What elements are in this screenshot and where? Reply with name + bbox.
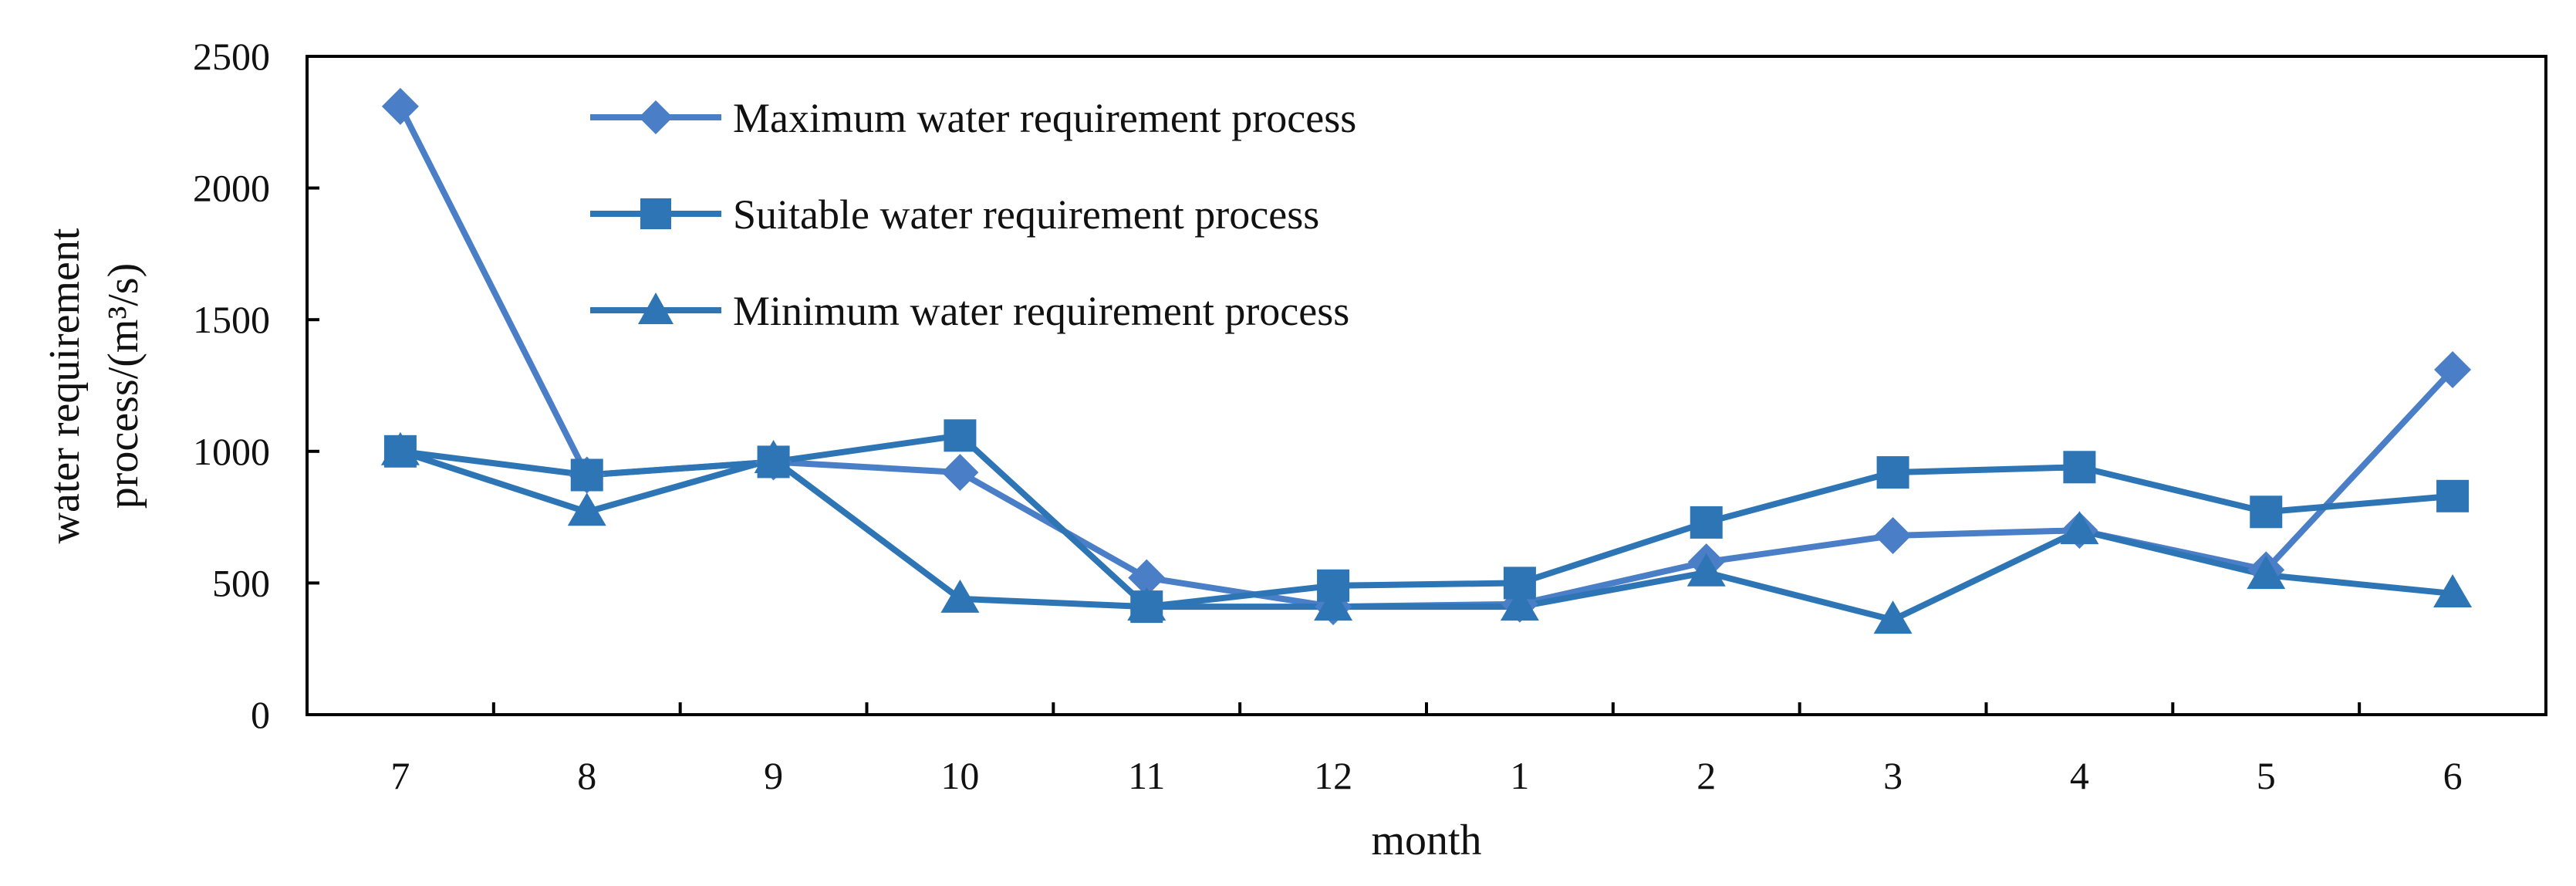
- series-line-suitable: [400, 432, 2453, 610]
- data-point-minimum: [2060, 511, 2099, 545]
- data-point-minimum: [940, 579, 980, 613]
- legend-square-marker: [640, 198, 671, 229]
- data-point-minimum: [754, 440, 793, 474]
- plot-area-frame: [306, 55, 2547, 716]
- data-point-suitable: [2436, 479, 2470, 512]
- legend-item-maximum: Maximum water requirement process: [590, 95, 1356, 141]
- y-axis-title: water requirement process/(m³/s): [41, 228, 147, 543]
- series-lines: [397, 105, 2456, 624]
- legend-item-suitable: Suitable water requirement process: [590, 191, 1319, 238]
- y-tick-label: 500: [212, 561, 270, 604]
- y-tick-label: 0: [251, 693, 270, 736]
- data-point-minimum: [1314, 587, 1353, 621]
- x-axis-ticks: [491, 702, 2362, 715]
- data-point-maximum: [2434, 351, 2472, 389]
- legend-triangle-marker: [638, 293, 674, 324]
- y-axis-tick-labels: 0 500 1000 1500 2000 2500: [193, 35, 270, 736]
- legend-diamond-marker: [639, 100, 673, 134]
- data-point-minimum: [1686, 553, 1726, 587]
- y-axis-title-line-1: water requirement: [41, 228, 89, 543]
- y-axis-ticks: [307, 55, 319, 716]
- legend-label-suitable: Suitable water requirement process: [733, 191, 1319, 238]
- series-line-minimum: [399, 448, 2453, 624]
- data-point-minimum: [2433, 574, 2473, 608]
- x-tick-label: 7: [390, 754, 410, 797]
- x-tick-label: 11: [1128, 754, 1165, 797]
- data-point-minimum: [2247, 556, 2286, 590]
- x-tick-label: 5: [2257, 754, 2276, 797]
- x-tick-label: 1: [1510, 754, 1529, 797]
- data-point-suitable: [1690, 506, 1723, 539]
- series-line-maximum: [397, 105, 2456, 610]
- legend-label-maximum: Maximum water requirement process: [733, 95, 1356, 141]
- data-point-suitable: [570, 458, 603, 492]
- x-tick-label: 10: [940, 754, 979, 797]
- x-axis-tick-labels: 7 8 9 10 11 12 1 2 3 4 5 6: [390, 754, 2462, 797]
- data-point-suitable: [2063, 451, 2096, 484]
- x-tick-label: 3: [1883, 754, 1902, 797]
- data-point-suitable: [2250, 495, 2283, 529]
- x-tick-label: 9: [764, 754, 783, 797]
- y-tick-label: 1000: [193, 430, 270, 473]
- data-point-maximum: [941, 454, 979, 492]
- data-point-maximum: [1874, 516, 1912, 554]
- y-tick-label: 2500: [193, 35, 270, 78]
- x-tick-label: 12: [1314, 754, 1352, 797]
- y-tick-label: 1500: [193, 298, 270, 341]
- data-point-maximum: [1128, 559, 1166, 597]
- x-tick-label: 8: [577, 754, 596, 797]
- data-point-suitable: [1876, 456, 1909, 489]
- data-point-minimum: [1500, 587, 1539, 621]
- y-tick-label: 2000: [193, 167, 270, 210]
- y-axis-title-line-2: process/(m³/s): [100, 263, 147, 509]
- x-axis-title: month: [1371, 817, 1481, 864]
- series-markers: [380, 87, 2473, 634]
- legend-item-minimum: Minimum water requirement process: [590, 288, 1349, 334]
- x-tick-label: 4: [2070, 754, 2089, 797]
- data-point-minimum: [1127, 587, 1166, 621]
- legend-label-minimum: Minimum water requirement process: [733, 288, 1349, 334]
- data-point-maximum: [381, 87, 419, 125]
- data-point-minimum: [380, 431, 420, 465]
- legend: Maximum water requirement process Suitab…: [590, 95, 1356, 334]
- data-point-minimum: [1873, 600, 1913, 634]
- x-tick-label: 6: [2443, 754, 2463, 797]
- data-point-suitable: [944, 419, 977, 452]
- data-point-minimum: [567, 492, 606, 526]
- x-tick-label: 2: [1697, 754, 1716, 797]
